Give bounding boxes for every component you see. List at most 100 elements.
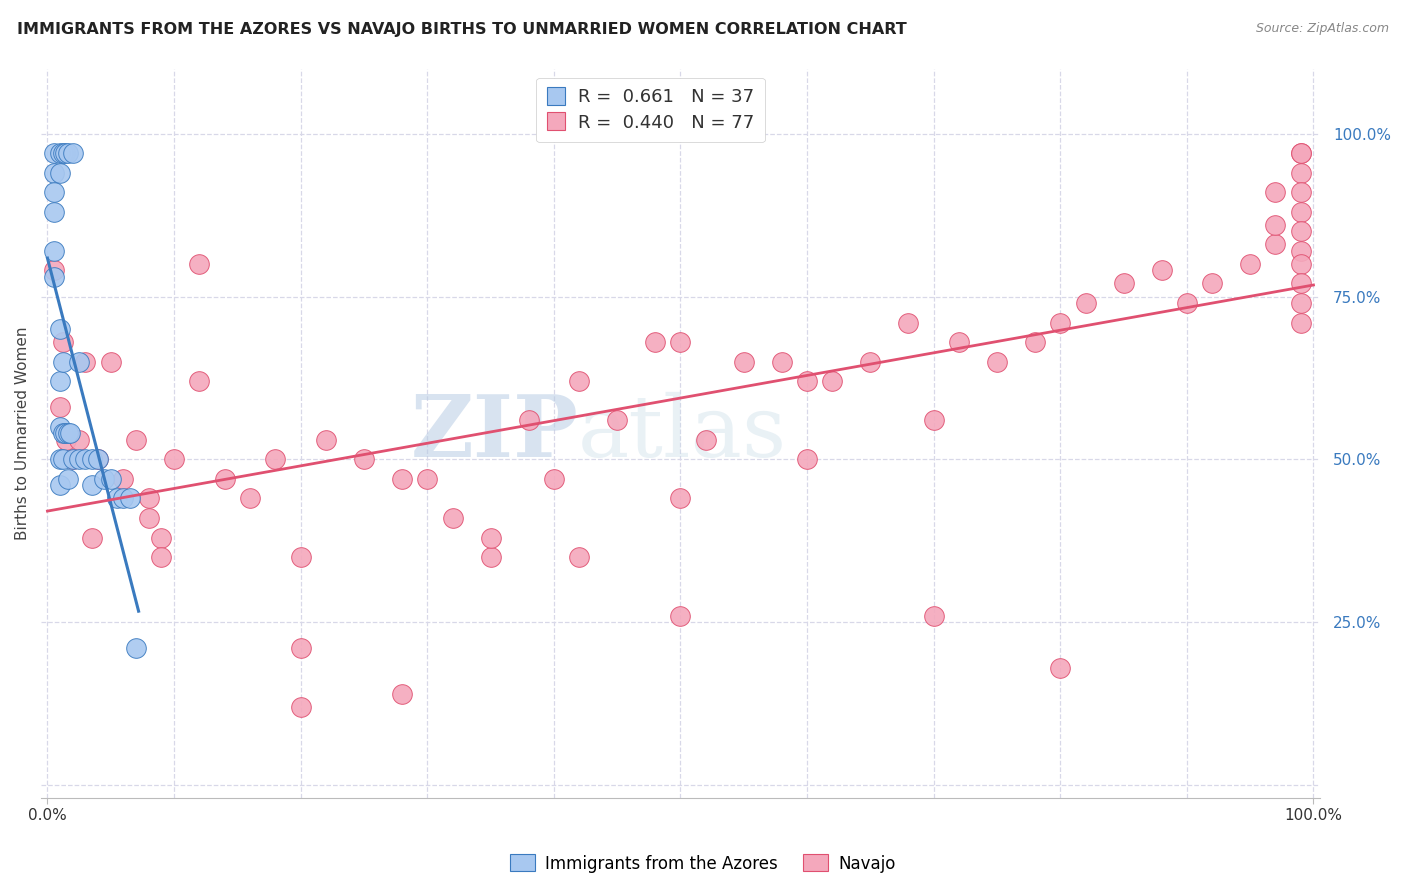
- Point: [118, 491, 141, 506]
- Point: [49, 401, 72, 415]
- Point: [796, 374, 818, 388]
- Point: [669, 608, 692, 623]
- Point: [49, 374, 72, 388]
- Point: [112, 491, 135, 506]
- Point: [733, 354, 755, 368]
- Point: [53, 426, 76, 441]
- Text: atlas: atlas: [578, 392, 787, 475]
- Point: [1049, 316, 1071, 330]
- Point: [1289, 296, 1312, 310]
- Point: [62, 146, 84, 161]
- Point: [568, 549, 591, 564]
- Point: [49, 166, 72, 180]
- Point: [87, 452, 110, 467]
- Point: [105, 491, 128, 506]
- Legend: Immigrants from the Azores, Navajo: Immigrants from the Azores, Navajo: [503, 847, 903, 880]
- Point: [1024, 335, 1046, 350]
- Point: [1289, 146, 1312, 161]
- Point: [1264, 218, 1286, 232]
- Point: [922, 608, 945, 623]
- Point: [67, 452, 90, 467]
- Point: [986, 354, 1008, 368]
- Point: [1289, 316, 1312, 330]
- Point: [239, 491, 262, 506]
- Point: [290, 699, 312, 714]
- Point: [150, 531, 173, 545]
- Legend: R =  0.661   N = 37, R =  0.440   N = 77: R = 0.661 N = 37, R = 0.440 N = 77: [536, 78, 765, 143]
- Point: [42, 204, 65, 219]
- Point: [52, 354, 75, 368]
- Point: [87, 452, 110, 467]
- Point: [416, 472, 439, 486]
- Point: [138, 511, 160, 525]
- Point: [353, 452, 375, 467]
- Point: [52, 146, 75, 161]
- Point: [1175, 296, 1198, 310]
- Point: [80, 452, 103, 467]
- Point: [821, 374, 844, 388]
- Point: [112, 472, 135, 486]
- Point: [62, 452, 84, 467]
- Point: [80, 531, 103, 545]
- Text: Source: ZipAtlas.com: Source: ZipAtlas.com: [1256, 22, 1389, 36]
- Point: [796, 452, 818, 467]
- Point: [49, 452, 72, 467]
- Point: [49, 146, 72, 161]
- Point: [479, 549, 502, 564]
- Point: [49, 322, 72, 336]
- Point: [125, 433, 148, 447]
- Point: [59, 426, 82, 441]
- Point: [1201, 277, 1223, 291]
- Point: [606, 413, 628, 427]
- Point: [897, 316, 920, 330]
- Point: [1289, 257, 1312, 271]
- Point: [441, 511, 464, 525]
- Point: [1289, 146, 1312, 161]
- Point: [67, 433, 90, 447]
- Point: [948, 335, 970, 350]
- Point: [125, 641, 148, 656]
- Point: [859, 354, 882, 368]
- Point: [669, 335, 692, 350]
- Point: [53, 146, 76, 161]
- Point: [42, 146, 65, 161]
- Point: [42, 263, 65, 277]
- Point: [264, 452, 287, 467]
- Point: [56, 472, 79, 486]
- Point: [315, 433, 337, 447]
- Point: [1289, 186, 1312, 200]
- Point: [42, 186, 65, 200]
- Point: [62, 452, 84, 467]
- Point: [150, 549, 173, 564]
- Point: [1074, 296, 1097, 310]
- Point: [1112, 277, 1135, 291]
- Point: [517, 413, 540, 427]
- Point: [42, 269, 65, 284]
- Point: [93, 472, 115, 486]
- Point: [1289, 204, 1312, 219]
- Point: [391, 687, 413, 701]
- Point: [770, 354, 793, 368]
- Point: [568, 374, 591, 388]
- Y-axis label: Births to Unmarried Women: Births to Unmarried Women: [15, 326, 30, 540]
- Point: [80, 478, 103, 492]
- Point: [163, 452, 186, 467]
- Point: [1289, 224, 1312, 238]
- Point: [543, 472, 565, 486]
- Point: [100, 354, 122, 368]
- Point: [479, 531, 502, 545]
- Point: [290, 641, 312, 656]
- Point: [1289, 277, 1312, 291]
- Point: [49, 419, 72, 434]
- Point: [75, 452, 97, 467]
- Point: [55, 433, 77, 447]
- Point: [100, 472, 122, 486]
- Point: [138, 491, 160, 506]
- Point: [644, 335, 666, 350]
- Point: [1239, 257, 1261, 271]
- Point: [75, 354, 97, 368]
- Point: [42, 244, 65, 258]
- Point: [188, 374, 211, 388]
- Point: [1289, 166, 1312, 180]
- Point: [42, 166, 65, 180]
